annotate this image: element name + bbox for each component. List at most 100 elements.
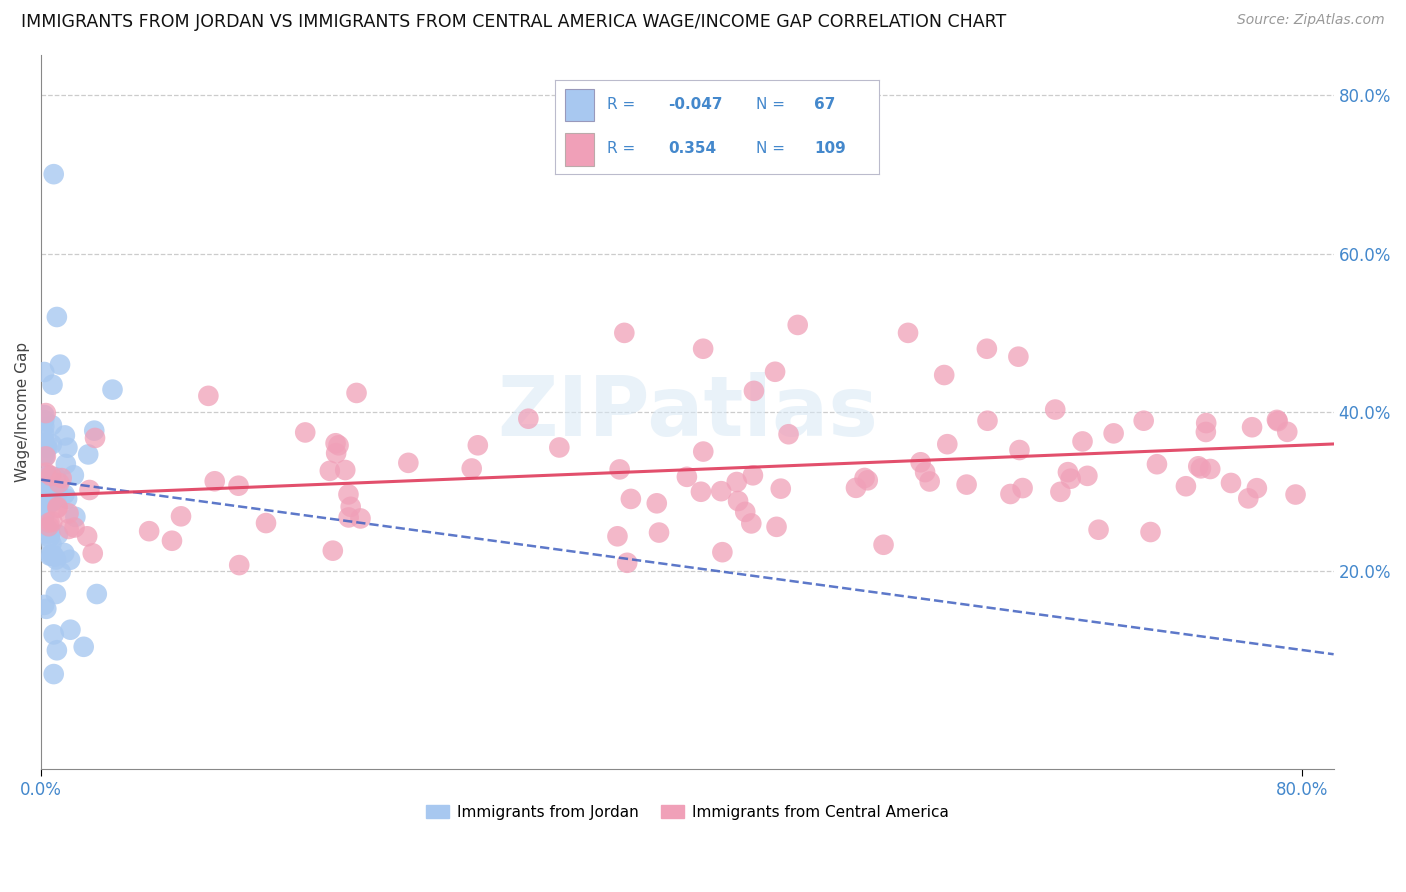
Point	[77, 447, 100, 461]
Point	[73, 640, 96, 654]
Point	[1277, 425, 1299, 439]
Point	[910, 455, 932, 469]
Point	[711, 545, 734, 559]
Point	[38, 472, 60, 486]
Point	[769, 482, 792, 496]
Point	[1008, 442, 1031, 457]
Point	[322, 543, 344, 558]
Point	[1139, 524, 1161, 539]
Point	[79, 483, 101, 497]
Point	[38, 490, 60, 504]
Point	[45, 552, 67, 566]
Point	[65, 509, 87, 524]
Point	[59, 553, 82, 567]
Point	[41, 537, 63, 551]
Point	[160, 533, 183, 548]
Text: Source: ZipAtlas.com: Source: ZipAtlas.com	[1237, 13, 1385, 28]
Point	[32, 499, 55, 513]
Point	[39, 494, 62, 508]
Point	[56, 441, 79, 455]
Point	[39, 526, 62, 541]
Point	[741, 468, 763, 483]
Point	[1189, 461, 1212, 475]
Point	[41, 377, 63, 392]
Point	[872, 538, 894, 552]
Point	[41, 437, 63, 451]
Point	[46, 500, 69, 514]
Point	[38, 531, 60, 545]
Point	[396, 456, 419, 470]
Point	[170, 509, 193, 524]
Point	[648, 525, 671, 540]
Point	[35, 406, 58, 420]
Text: 67: 67	[814, 97, 835, 112]
Point	[197, 389, 219, 403]
Point	[58, 522, 80, 536]
Point	[517, 411, 540, 425]
Point	[32, 473, 55, 487]
Point	[725, 475, 748, 489]
Point	[337, 487, 360, 501]
Point	[53, 487, 76, 501]
Legend: Immigrants from Jordan, Immigrants from Central America: Immigrants from Jordan, Immigrants from …	[420, 798, 955, 826]
Point	[45, 587, 67, 601]
Point	[1174, 479, 1197, 493]
Point	[32, 475, 55, 489]
Point	[32, 427, 55, 442]
Text: IMMIGRANTS FROM JORDAN VS IMMIGRANTS FROM CENTRAL AMERICA WAGE/INCOME GAP CORREL: IMMIGRANTS FROM JORDAN VS IMMIGRANTS FRO…	[21, 13, 1007, 31]
Point	[32, 448, 55, 462]
Point	[38, 549, 60, 563]
Point	[1284, 487, 1306, 501]
Point	[690, 484, 713, 499]
Point	[548, 441, 571, 455]
Point	[1059, 472, 1081, 486]
Point	[37, 497, 59, 511]
Point	[692, 444, 714, 458]
Point	[51, 471, 73, 485]
Point	[42, 167, 65, 181]
Point	[53, 428, 76, 442]
Point	[53, 546, 76, 560]
Point	[620, 491, 643, 506]
Point	[34, 450, 56, 464]
Point	[335, 463, 357, 477]
Point	[461, 461, 484, 475]
Point	[765, 520, 787, 534]
Point	[339, 500, 361, 514]
Point	[734, 505, 756, 519]
Point	[49, 565, 72, 579]
Point	[63, 468, 86, 483]
Text: N =: N =	[756, 141, 785, 156]
Point	[82, 546, 104, 560]
Point	[609, 462, 631, 476]
Text: -0.047: -0.047	[669, 97, 723, 112]
Point	[254, 516, 277, 530]
Point	[58, 507, 80, 521]
Point	[742, 384, 765, 398]
Point	[1220, 475, 1243, 490]
Point	[35, 466, 58, 480]
Point	[1187, 459, 1209, 474]
Point	[32, 413, 55, 427]
Point	[46, 485, 69, 500]
Point	[676, 470, 699, 484]
Point	[613, 326, 636, 340]
Point	[294, 425, 316, 440]
Point	[1246, 481, 1268, 495]
Point	[853, 471, 876, 485]
Point	[35, 526, 58, 541]
Point	[228, 558, 250, 573]
Point	[41, 549, 63, 563]
Point	[37, 469, 59, 483]
Point	[37, 442, 59, 456]
Point	[897, 326, 920, 340]
Point	[32, 488, 55, 502]
Point	[35, 450, 58, 464]
Point	[1087, 523, 1109, 537]
Point	[778, 427, 800, 442]
Point	[1267, 414, 1289, 428]
Point	[35, 438, 58, 452]
Point	[41, 515, 63, 529]
Point	[41, 418, 63, 433]
Point	[41, 494, 63, 508]
